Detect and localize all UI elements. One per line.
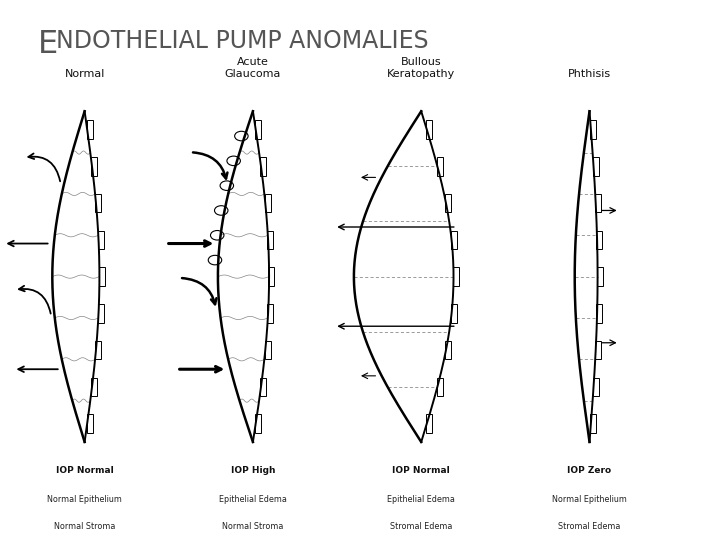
Bar: [255, 120, 261, 139]
Text: Normal Epithelium: Normal Epithelium: [552, 495, 627, 504]
Text: IOP High: IOP High: [230, 466, 275, 475]
Text: Normal Stroma: Normal Stroma: [54, 522, 115, 531]
Bar: [426, 120, 432, 139]
Bar: [98, 304, 104, 322]
Bar: [95, 194, 102, 212]
Bar: [86, 120, 93, 139]
Bar: [445, 341, 451, 359]
Text: Phthisis: Phthisis: [568, 70, 611, 79]
Bar: [86, 414, 93, 433]
Text: Stromal Edema: Stromal Edema: [558, 522, 621, 531]
Bar: [437, 157, 443, 176]
Bar: [451, 304, 457, 322]
Bar: [261, 377, 266, 396]
Bar: [265, 341, 271, 359]
Text: Epithelial Edema: Epithelial Edema: [219, 495, 287, 504]
Text: Normal: Normal: [64, 70, 105, 79]
Polygon shape: [575, 111, 598, 442]
Bar: [426, 414, 432, 433]
Bar: [261, 157, 266, 176]
Bar: [451, 231, 457, 249]
Bar: [593, 377, 599, 396]
Text: Acute
Glaucoma: Acute Glaucoma: [225, 57, 281, 79]
Text: IOP Normal: IOP Normal: [392, 466, 450, 475]
Bar: [91, 157, 97, 176]
Polygon shape: [53, 111, 99, 442]
Bar: [595, 341, 601, 359]
Text: E: E: [37, 29, 58, 60]
Text: Normal Stroma: Normal Stroma: [222, 522, 284, 531]
Bar: [98, 231, 104, 249]
Bar: [265, 194, 271, 212]
Bar: [590, 120, 596, 139]
Text: Bullous
Keratopathy: Bullous Keratopathy: [387, 57, 455, 79]
Bar: [596, 304, 603, 322]
Bar: [596, 231, 603, 249]
Bar: [453, 267, 459, 286]
Bar: [255, 414, 261, 433]
Bar: [595, 194, 601, 212]
Polygon shape: [354, 111, 454, 442]
Text: Stromal Edema: Stromal Edema: [390, 522, 452, 531]
Bar: [593, 157, 599, 176]
Bar: [590, 414, 596, 433]
Text: IOP Zero: IOP Zero: [567, 466, 611, 475]
Polygon shape: [218, 111, 269, 442]
Bar: [437, 377, 443, 396]
Bar: [597, 267, 603, 286]
Bar: [445, 194, 451, 212]
Text: Normal Epithelium: Normal Epithelium: [48, 495, 122, 504]
Bar: [91, 377, 97, 396]
Bar: [267, 231, 274, 249]
Text: NDOTHELIAL PUMP ANOMALIES: NDOTHELIAL PUMP ANOMALIES: [56, 29, 429, 53]
Bar: [99, 267, 105, 286]
Text: IOP Normal: IOP Normal: [55, 466, 114, 475]
Bar: [267, 304, 274, 322]
Text: Epithelial Edema: Epithelial Edema: [387, 495, 455, 504]
Bar: [95, 341, 102, 359]
Bar: [269, 267, 274, 286]
